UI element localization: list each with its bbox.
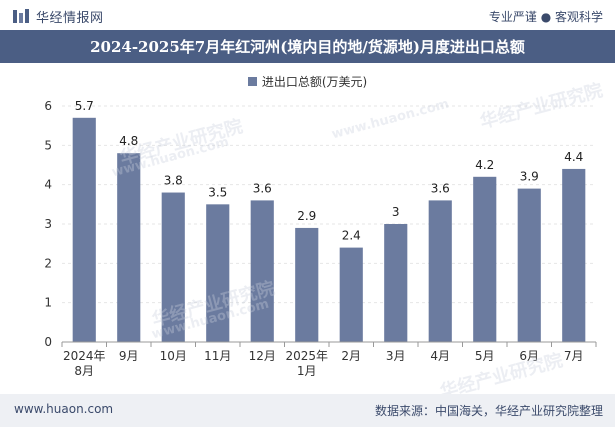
bar[interactable] (517, 188, 541, 342)
x-tick-label: 10月 (160, 349, 187, 363)
bar-value-label: 2.4 (342, 229, 361, 243)
bar-value-label: 3.6 (431, 181, 450, 195)
title-band: 2024-2025年7月年红河州(境内目的地/货源地)月度进出口总额 (0, 30, 615, 63)
y-tick-label: 3 (44, 217, 52, 231)
bar[interactable] (339, 247, 363, 342)
bar[interactable] (562, 168, 586, 342)
x-tick-label: 2月 (341, 349, 361, 363)
bar-value-label: 3.5 (208, 185, 227, 199)
bar-value-label: 4.2 (475, 158, 494, 172)
huajing-logo-icon (13, 9, 29, 23)
y-tick-label: 2 (44, 256, 52, 270)
bar-value-label: 3.9 (520, 170, 539, 184)
top-bar: 华经情报网 专业严谨 ● 客观科学 (0, 0, 615, 30)
x-tick-label: 11月 (204, 349, 231, 363)
brand-name: 华经情报网 (36, 10, 104, 26)
y-tick-label: 6 (44, 99, 52, 113)
bar[interactable] (428, 200, 452, 342)
bar[interactable] (473, 176, 497, 342)
x-tick-label: 6月 (519, 349, 539, 363)
legend-swatch (247, 76, 257, 86)
bar[interactable] (206, 204, 230, 342)
tagline: 专业严谨 ● 客观科学 (488, 10, 603, 24)
y-tick-label: 4 (44, 178, 52, 192)
bar[interactable] (72, 117, 96, 342)
bar[interactable] (384, 224, 408, 342)
legend-label: 进出口总额(万美元) (261, 74, 368, 89)
brand[interactable]: 华经情报网 (12, 7, 104, 26)
bar[interactable] (295, 227, 319, 342)
x-tick-label: 12月 (249, 349, 276, 363)
bar-value-label: 4.8 (119, 134, 138, 148)
footer-url[interactable]: www.huaon.com (14, 402, 114, 416)
bar-value-label: 3.6 (253, 181, 272, 195)
footer: www.huaon.com 数据来源：中国海关，华经产业研究院整理 (0, 394, 615, 427)
bar-value-label: 2.9 (297, 209, 316, 223)
bar-chart: 5.7 4.8 3.8 3.5 3.6 2.9 2.4 3 3.6 4.2 3.9 4.4 0 1 2 3 4… (44, 99, 597, 378)
x-tick-label: 4月 (430, 349, 450, 363)
bar-value-label: 4.4 (564, 150, 583, 164)
bar[interactable] (250, 200, 274, 342)
bar-value-label: 3 (392, 205, 400, 219)
bar[interactable] (161, 192, 185, 342)
x-tick-label: 3月 (386, 349, 406, 363)
y-tick-label: 5 (44, 138, 52, 152)
bar-value-label: 3.8 (164, 174, 183, 188)
x-tick-label: 5月 (475, 349, 495, 363)
x-tick-label: 9月 (119, 349, 139, 363)
bar-value-label: 5.7 (75, 99, 94, 113)
y-tick-label: 0 (44, 335, 52, 349)
x-tick-label: 2024年 8月 (63, 349, 106, 378)
x-tick-label: 7月 (564, 349, 584, 363)
chart-title: 2024-2025年7月年红河州(境内目的地/货源地)月度进出口总额 (90, 38, 525, 56)
x-tick-label: 2025年 1月 (285, 349, 328, 378)
footer-source: 数据来源：中国海关，华经产业研究院整理 (374, 404, 603, 418)
chart-legend: 进出口总额(万美元) (0, 72, 615, 90)
bar[interactable] (117, 153, 141, 342)
y-tick-label: 1 (44, 296, 52, 310)
